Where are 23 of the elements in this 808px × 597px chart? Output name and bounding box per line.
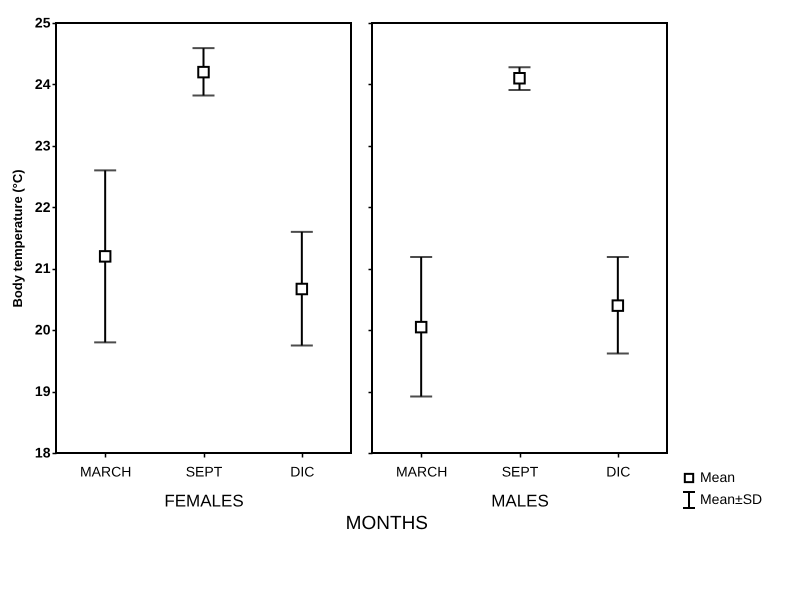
point	[98, 250, 112, 263]
x-axis-title: FEMALES	[164, 492, 244, 510]
text: Mean±SD	[700, 491, 762, 507]
point	[197, 66, 210, 78]
y-tick-label: 18	[34, 444, 51, 460]
y-tick-label: 19	[34, 383, 51, 400]
x-tick-label: DIC	[290, 464, 314, 480]
y-tick-label: 22	[34, 198, 51, 215]
x-tick-label: DIC	[606, 464, 630, 480]
x-axis-title: MALES	[491, 492, 549, 510]
x-tick-label: MARCH	[396, 464, 448, 480]
y-tick-label: 25	[34, 14, 51, 30]
x-tick-label: SEPT	[502, 464, 539, 480]
y-tick-label: 21	[34, 260, 51, 276]
y-tick-label: 23	[34, 137, 51, 154]
point	[296, 282, 308, 296]
y-tick-label: 20	[34, 322, 51, 338]
y-tick-label: 24	[34, 76, 51, 92]
x-tick-label: MARCH	[80, 464, 132, 480]
text: MONTHS	[346, 513, 428, 534]
y-axis-title: Body temperature (°C)	[10, 169, 25, 308]
legend-label: Mean	[700, 469, 736, 485]
x-tick-label: SEPT	[186, 464, 223, 480]
